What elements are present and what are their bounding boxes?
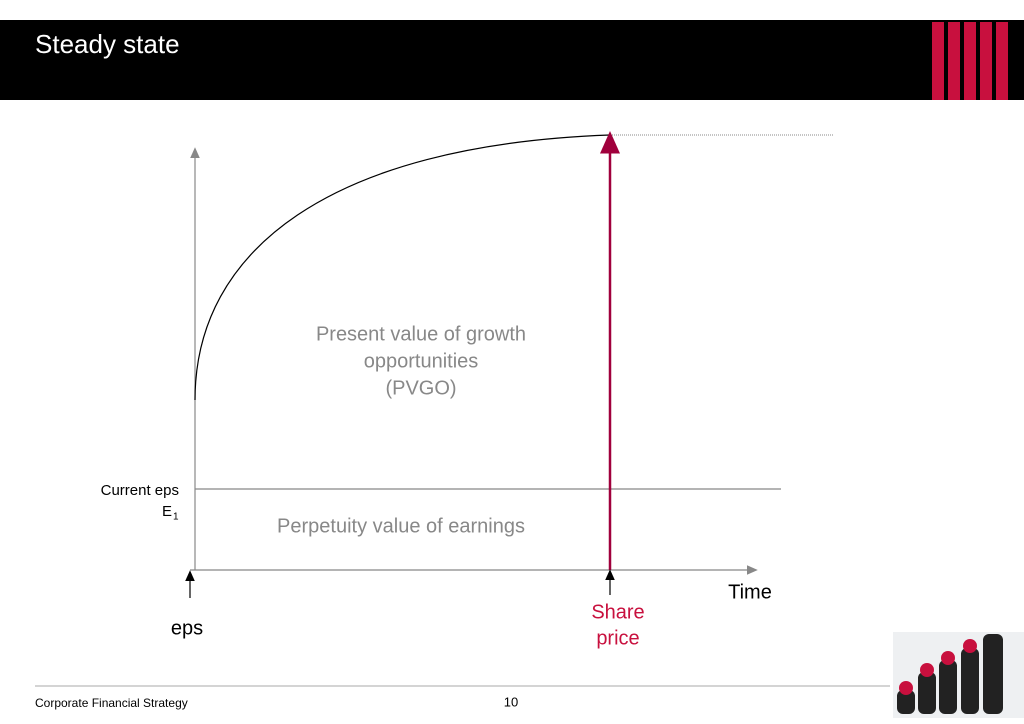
page-number: 10 [504,694,518,709]
pvgo-label: opportunities [364,350,479,372]
e-symbol: E [162,503,172,520]
pvgo-label: (PVGO) [385,377,456,399]
share-price-label: Share [591,601,644,623]
eps-label: eps [171,617,203,639]
e-subscript: 1 [173,512,179,523]
berry-image [893,632,1024,718]
current-eps-label: Current eps [101,482,179,499]
share-price-label: price [596,627,639,649]
header-bar [0,20,1024,100]
logo-bars [932,22,1008,100]
slide-title: Steady state [35,29,180,59]
growth-curve [194,134,611,401]
pvgo-label: Present value of growth [316,323,526,345]
perpetuity-label: Perpetuity value of earnings [277,515,525,537]
x-axis-label: Time [728,581,772,603]
footer-text: Corporate Financial Strategy [35,696,188,710]
